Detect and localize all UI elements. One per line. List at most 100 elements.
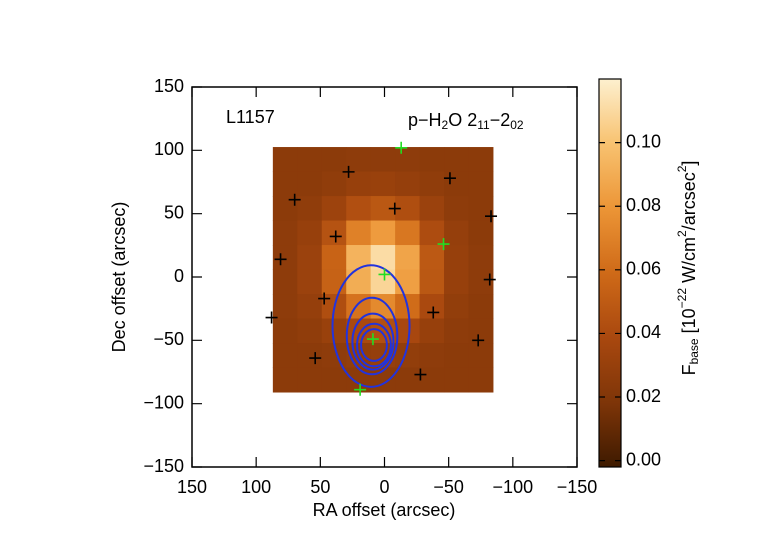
image-cell <box>419 171 445 197</box>
contour <box>360 328 388 362</box>
image-cell <box>346 269 372 295</box>
image-cell <box>370 147 396 173</box>
marker <box>485 210 498 223</box>
image-cell <box>419 245 445 271</box>
image-cell <box>444 294 469 320</box>
colorbar-tick-label: 0.06 <box>626 259 661 279</box>
image-cell <box>419 294 445 320</box>
image-cell <box>346 220 372 246</box>
image-cell <box>395 147 421 173</box>
marker <box>329 230 342 243</box>
marker <box>437 238 450 251</box>
image-cell <box>419 367 445 393</box>
image-cell <box>272 343 298 369</box>
y-tick-label: −100 <box>143 392 184 412</box>
image-cell <box>468 343 494 369</box>
image-cell <box>468 367 494 393</box>
image-cell <box>321 147 347 173</box>
marker <box>427 306 440 319</box>
image-cell <box>468 220 494 246</box>
y-tick-label: 0 <box>174 266 184 286</box>
colorbar-title: Fbase [10−22 W/cm2/arcsec2] <box>675 161 701 376</box>
marker <box>483 273 496 286</box>
image-cell <box>272 220 298 246</box>
image-cell <box>419 318 445 344</box>
image-cell <box>419 269 445 295</box>
text-part: 02 <box>510 118 524 132</box>
image-cell <box>419 220 445 246</box>
x-tick-label: 150 <box>177 477 207 497</box>
marker <box>388 202 401 215</box>
image-cell <box>297 294 323 320</box>
image-cell <box>468 245 494 271</box>
image-cell <box>468 171 494 197</box>
image-cell <box>419 196 445 222</box>
image-cell <box>444 220 469 246</box>
image-cell <box>468 147 494 173</box>
x-tick-label: −150 <box>557 477 598 497</box>
marker <box>414 368 427 381</box>
image-cell <box>395 318 421 344</box>
image-cell <box>321 367 347 393</box>
marker <box>342 165 355 178</box>
marker <box>318 292 331 305</box>
text-part: W/cm <box>679 237 699 288</box>
image-cell <box>468 294 494 320</box>
marker <box>366 333 379 346</box>
image-cell <box>395 367 421 393</box>
text-part: F <box>679 364 699 375</box>
image-cell <box>395 245 421 271</box>
y-tick-label: 50 <box>164 202 184 222</box>
image-cell <box>272 147 298 173</box>
image-cell <box>419 147 445 173</box>
image-cell <box>297 367 323 393</box>
image-cell <box>321 171 347 197</box>
text-part: 2 <box>442 118 449 132</box>
marker <box>378 268 391 281</box>
text-part: −22 <box>675 288 689 309</box>
source-label: L1157 <box>226 107 275 127</box>
y-tick-label: 150 <box>154 76 184 96</box>
y-tick-label: −50 <box>153 329 184 349</box>
image-cell <box>419 343 445 369</box>
line-label: p−H2O 211−202 <box>408 110 524 132</box>
colorbar <box>598 78 622 468</box>
image-cell <box>321 196 347 222</box>
text-part: O 2 <box>448 110 477 130</box>
contour <box>331 264 411 388</box>
image-cell <box>444 318 469 344</box>
image-cell <box>297 343 323 369</box>
image-cell <box>297 196 323 222</box>
marker <box>309 352 322 365</box>
text-part: p−H <box>408 110 442 130</box>
colorbar-tick-label: 0.10 <box>626 131 661 151</box>
x-tick-label: 0 <box>379 477 389 497</box>
image-cell <box>272 171 298 197</box>
image-cell <box>346 367 372 393</box>
image-cell <box>297 269 323 295</box>
image-cell <box>444 171 469 197</box>
text-part: [10 <box>679 308 699 338</box>
image-cell <box>297 147 323 173</box>
marker <box>288 193 301 206</box>
image-cell <box>272 318 298 344</box>
text-part: base <box>687 338 701 364</box>
image-cell <box>272 245 298 271</box>
image-cell <box>468 318 494 344</box>
image-cell <box>297 318 323 344</box>
colorbar-tick-label: 0.00 <box>626 449 661 469</box>
image-cell <box>444 147 469 173</box>
image-cell <box>370 171 396 197</box>
text-part: ] <box>679 161 699 166</box>
image-cell <box>346 147 372 173</box>
image-cell <box>321 245 347 271</box>
text-part: 2 <box>675 230 689 237</box>
contour <box>351 312 395 371</box>
marker <box>274 253 287 266</box>
text-part: 11 <box>477 118 490 132</box>
image-cell <box>346 171 372 197</box>
image-cell <box>444 245 469 271</box>
image-cell <box>297 245 323 271</box>
image-cell <box>444 269 469 295</box>
marker <box>472 334 485 347</box>
